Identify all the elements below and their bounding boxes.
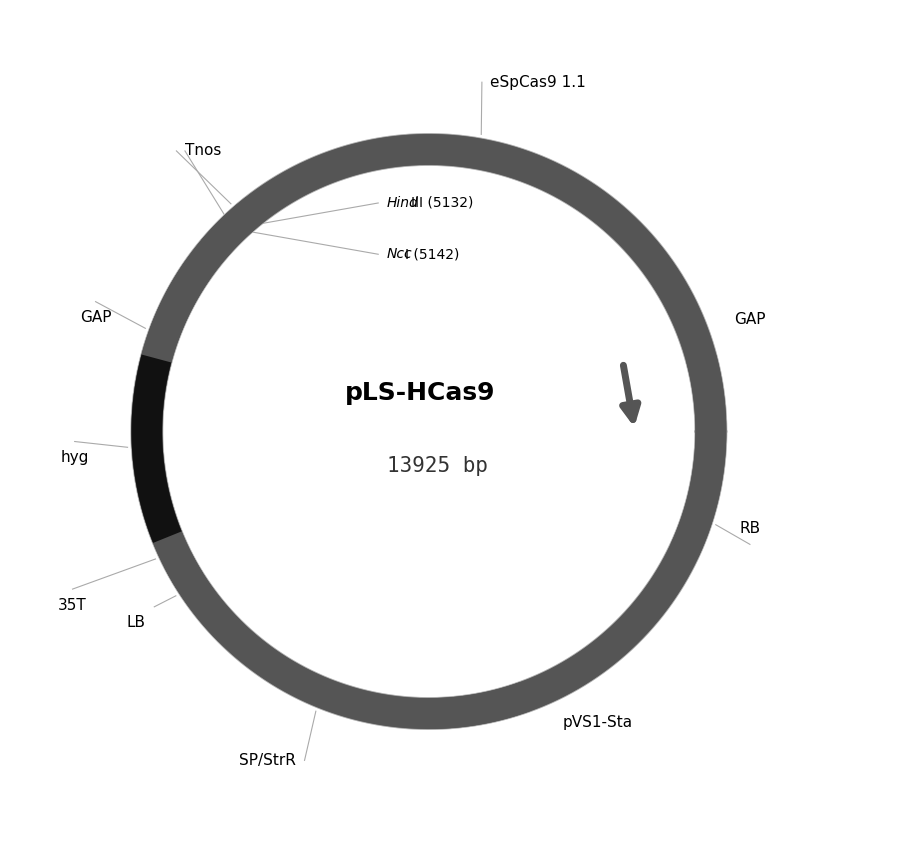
- Text: RB: RB: [739, 521, 761, 536]
- Text: pLS-HCas9: pLS-HCas9: [345, 381, 495, 405]
- Text: Tnos: Tnos: [185, 143, 221, 159]
- Polygon shape: [132, 355, 182, 543]
- Text: I (5142): I (5142): [405, 248, 460, 261]
- Text: III (5132): III (5132): [412, 196, 474, 210]
- Polygon shape: [132, 134, 726, 729]
- Polygon shape: [132, 204, 726, 729]
- Text: Hind: Hind: [386, 196, 418, 210]
- Text: Bam: Bam: [386, 145, 418, 159]
- Text: 35T: 35T: [58, 598, 87, 613]
- Text: LB: LB: [126, 615, 145, 630]
- Text: GAP: GAP: [734, 312, 765, 327]
- Polygon shape: [149, 261, 210, 340]
- Text: 13925 bp: 13925 bp: [387, 456, 488, 476]
- Polygon shape: [164, 552, 203, 589]
- Text: hyg: hyg: [61, 450, 89, 465]
- Text: HI (5126): HI (5126): [405, 145, 470, 159]
- Text: pVS1-Sta: pVS1-Sta: [562, 715, 633, 729]
- Text: GAP: GAP: [80, 310, 111, 325]
- Text: Ncc: Ncc: [386, 248, 413, 261]
- Text: eSpCas9 1.1: eSpCas9 1.1: [491, 75, 586, 90]
- Polygon shape: [201, 197, 265, 260]
- Polygon shape: [132, 134, 726, 729]
- Text: SP/StrR: SP/StrR: [239, 753, 296, 768]
